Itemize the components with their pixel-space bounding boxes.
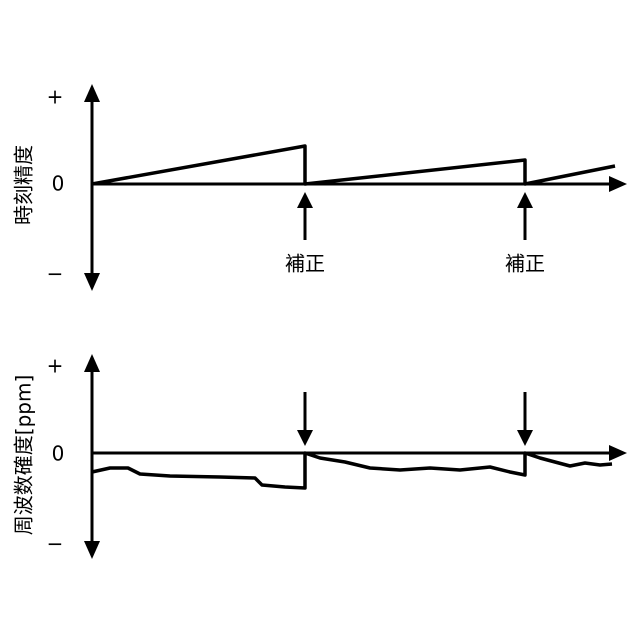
plus-label: +	[47, 85, 64, 109]
arrow-head	[84, 273, 100, 291]
arrow-head	[609, 176, 627, 192]
arrow-head	[84, 354, 100, 372]
diagram: + 0 − 補正 補正 時刻精度 + 0 − 周波数確度[ppm]	[0, 0, 640, 640]
arrow-head	[297, 430, 313, 446]
arrow-head	[517, 192, 533, 208]
arrow-head	[84, 541, 100, 559]
y-axis-label: 時刻精度	[12, 145, 36, 225]
arrow-head	[517, 430, 533, 446]
arrow-head	[609, 445, 627, 461]
sawtooth-curve	[92, 146, 615, 184]
y-axis-label: 周波数確度[ppm]	[12, 375, 36, 535]
zero-label: 0	[52, 442, 65, 466]
correction-label: 補正	[285, 252, 325, 276]
correction-label: 補正	[505, 252, 545, 276]
plus-label: +	[47, 354, 64, 378]
frequency-curve	[92, 453, 612, 488]
minus-label: −	[47, 262, 64, 286]
zero-label: 0	[52, 172, 65, 196]
minus-label: −	[47, 532, 64, 556]
arrow-head	[297, 192, 313, 208]
arrow-head	[84, 84, 100, 102]
